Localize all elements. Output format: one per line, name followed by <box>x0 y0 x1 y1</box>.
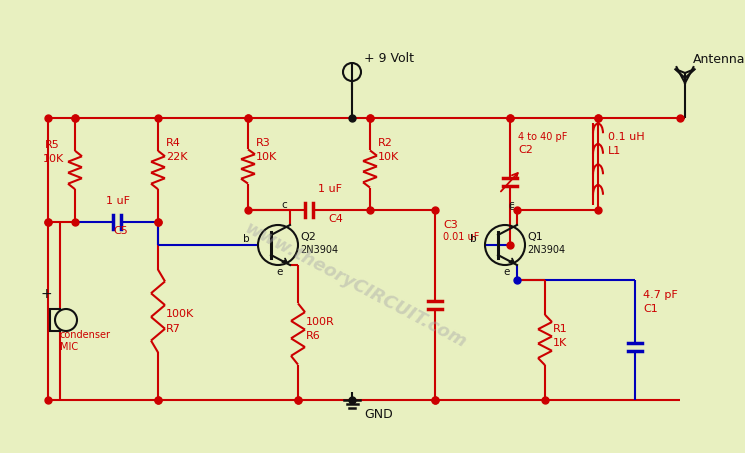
Text: e: e <box>503 267 510 277</box>
Text: R1: R1 <box>553 324 568 334</box>
Text: R7: R7 <box>166 324 181 334</box>
Text: R2: R2 <box>378 138 393 148</box>
Text: C3: C3 <box>443 220 457 230</box>
Text: C4: C4 <box>328 214 343 224</box>
Text: condenser: condenser <box>60 330 111 340</box>
Text: R3: R3 <box>256 138 270 148</box>
Text: Antenna: Antenna <box>693 53 745 66</box>
Text: R6: R6 <box>306 331 321 341</box>
Text: e: e <box>276 267 282 277</box>
Text: 10K: 10K <box>43 154 64 164</box>
Text: + 9 Volt: + 9 Volt <box>364 52 414 65</box>
Text: 100R: 100R <box>306 317 335 327</box>
Text: +: + <box>40 287 51 301</box>
Text: R5: R5 <box>45 140 60 150</box>
Text: 22K: 22K <box>166 152 188 162</box>
Text: C5: C5 <box>113 226 127 236</box>
Text: 100K: 100K <box>166 309 194 319</box>
Text: b: b <box>243 234 250 244</box>
Text: 2N3904: 2N3904 <box>527 245 565 255</box>
Text: 10K: 10K <box>256 152 277 162</box>
Text: b: b <box>470 234 477 244</box>
Text: 1 uF: 1 uF <box>106 196 130 206</box>
Text: www.theoryCIRCUIT.com: www.theoryCIRCUIT.com <box>241 219 469 352</box>
Text: 2N3904: 2N3904 <box>300 245 338 255</box>
Text: c: c <box>281 200 287 210</box>
Text: c: c <box>508 202 514 212</box>
Text: C1: C1 <box>643 304 658 314</box>
Text: 1 uF: 1 uF <box>318 184 342 194</box>
Text: 1K: 1K <box>553 338 567 348</box>
Text: c: c <box>508 200 514 210</box>
Text: Q2: Q2 <box>300 232 316 242</box>
Text: 0.1 uH: 0.1 uH <box>608 132 644 142</box>
Text: 0.01 uF: 0.01 uF <box>443 232 479 242</box>
Text: MIC: MIC <box>60 342 78 352</box>
Circle shape <box>55 309 77 331</box>
Text: 4.7 pF: 4.7 pF <box>643 290 678 300</box>
Text: GND: GND <box>364 408 393 421</box>
Text: C2: C2 <box>518 145 533 155</box>
Bar <box>50 309 60 331</box>
Text: 10K: 10K <box>378 152 399 162</box>
Text: L1: L1 <box>608 146 621 156</box>
Text: R4: R4 <box>166 138 181 148</box>
Text: Q1: Q1 <box>527 232 543 242</box>
Text: 4 to 40 pF: 4 to 40 pF <box>518 132 568 142</box>
